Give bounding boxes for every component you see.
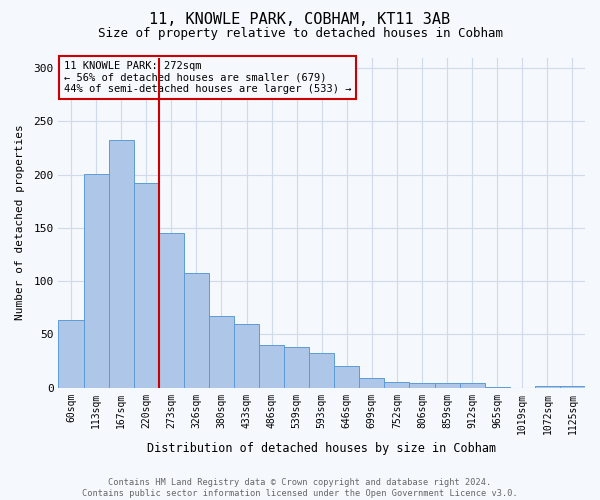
Bar [184, 272, 209, 388]
Bar [234, 324, 259, 388]
X-axis label: Distribution of detached houses by size in Cobham: Distribution of detached houses by size … [147, 442, 496, 455]
Bar [58, 320, 83, 388]
Y-axis label: Number of detached properties: Number of detached properties [15, 124, 25, 320]
Text: 11, KNOWLE PARK, COBHAM, KT11 3AB: 11, KNOWLE PARK, COBHAM, KT11 3AB [149, 12, 451, 28]
Bar [359, 378, 385, 388]
Bar [485, 386, 510, 388]
Bar [560, 386, 585, 388]
Bar [535, 386, 560, 388]
Bar [109, 140, 134, 388]
Text: Contains HM Land Registry data © Crown copyright and database right 2024.
Contai: Contains HM Land Registry data © Crown c… [82, 478, 518, 498]
Bar [409, 384, 434, 388]
Bar [209, 316, 234, 388]
Bar [309, 352, 334, 388]
Bar [334, 366, 359, 388]
Bar [259, 345, 284, 388]
Bar [159, 233, 184, 388]
Text: Size of property relative to detached houses in Cobham: Size of property relative to detached ho… [97, 28, 503, 40]
Text: 11 KNOWLE PARK: 272sqm
← 56% of detached houses are smaller (679)
44% of semi-de: 11 KNOWLE PARK: 272sqm ← 56% of detached… [64, 61, 351, 94]
Bar [284, 347, 309, 388]
Bar [134, 183, 159, 388]
Bar [83, 174, 109, 388]
Bar [460, 384, 485, 388]
Bar [385, 382, 409, 388]
Bar [434, 384, 460, 388]
